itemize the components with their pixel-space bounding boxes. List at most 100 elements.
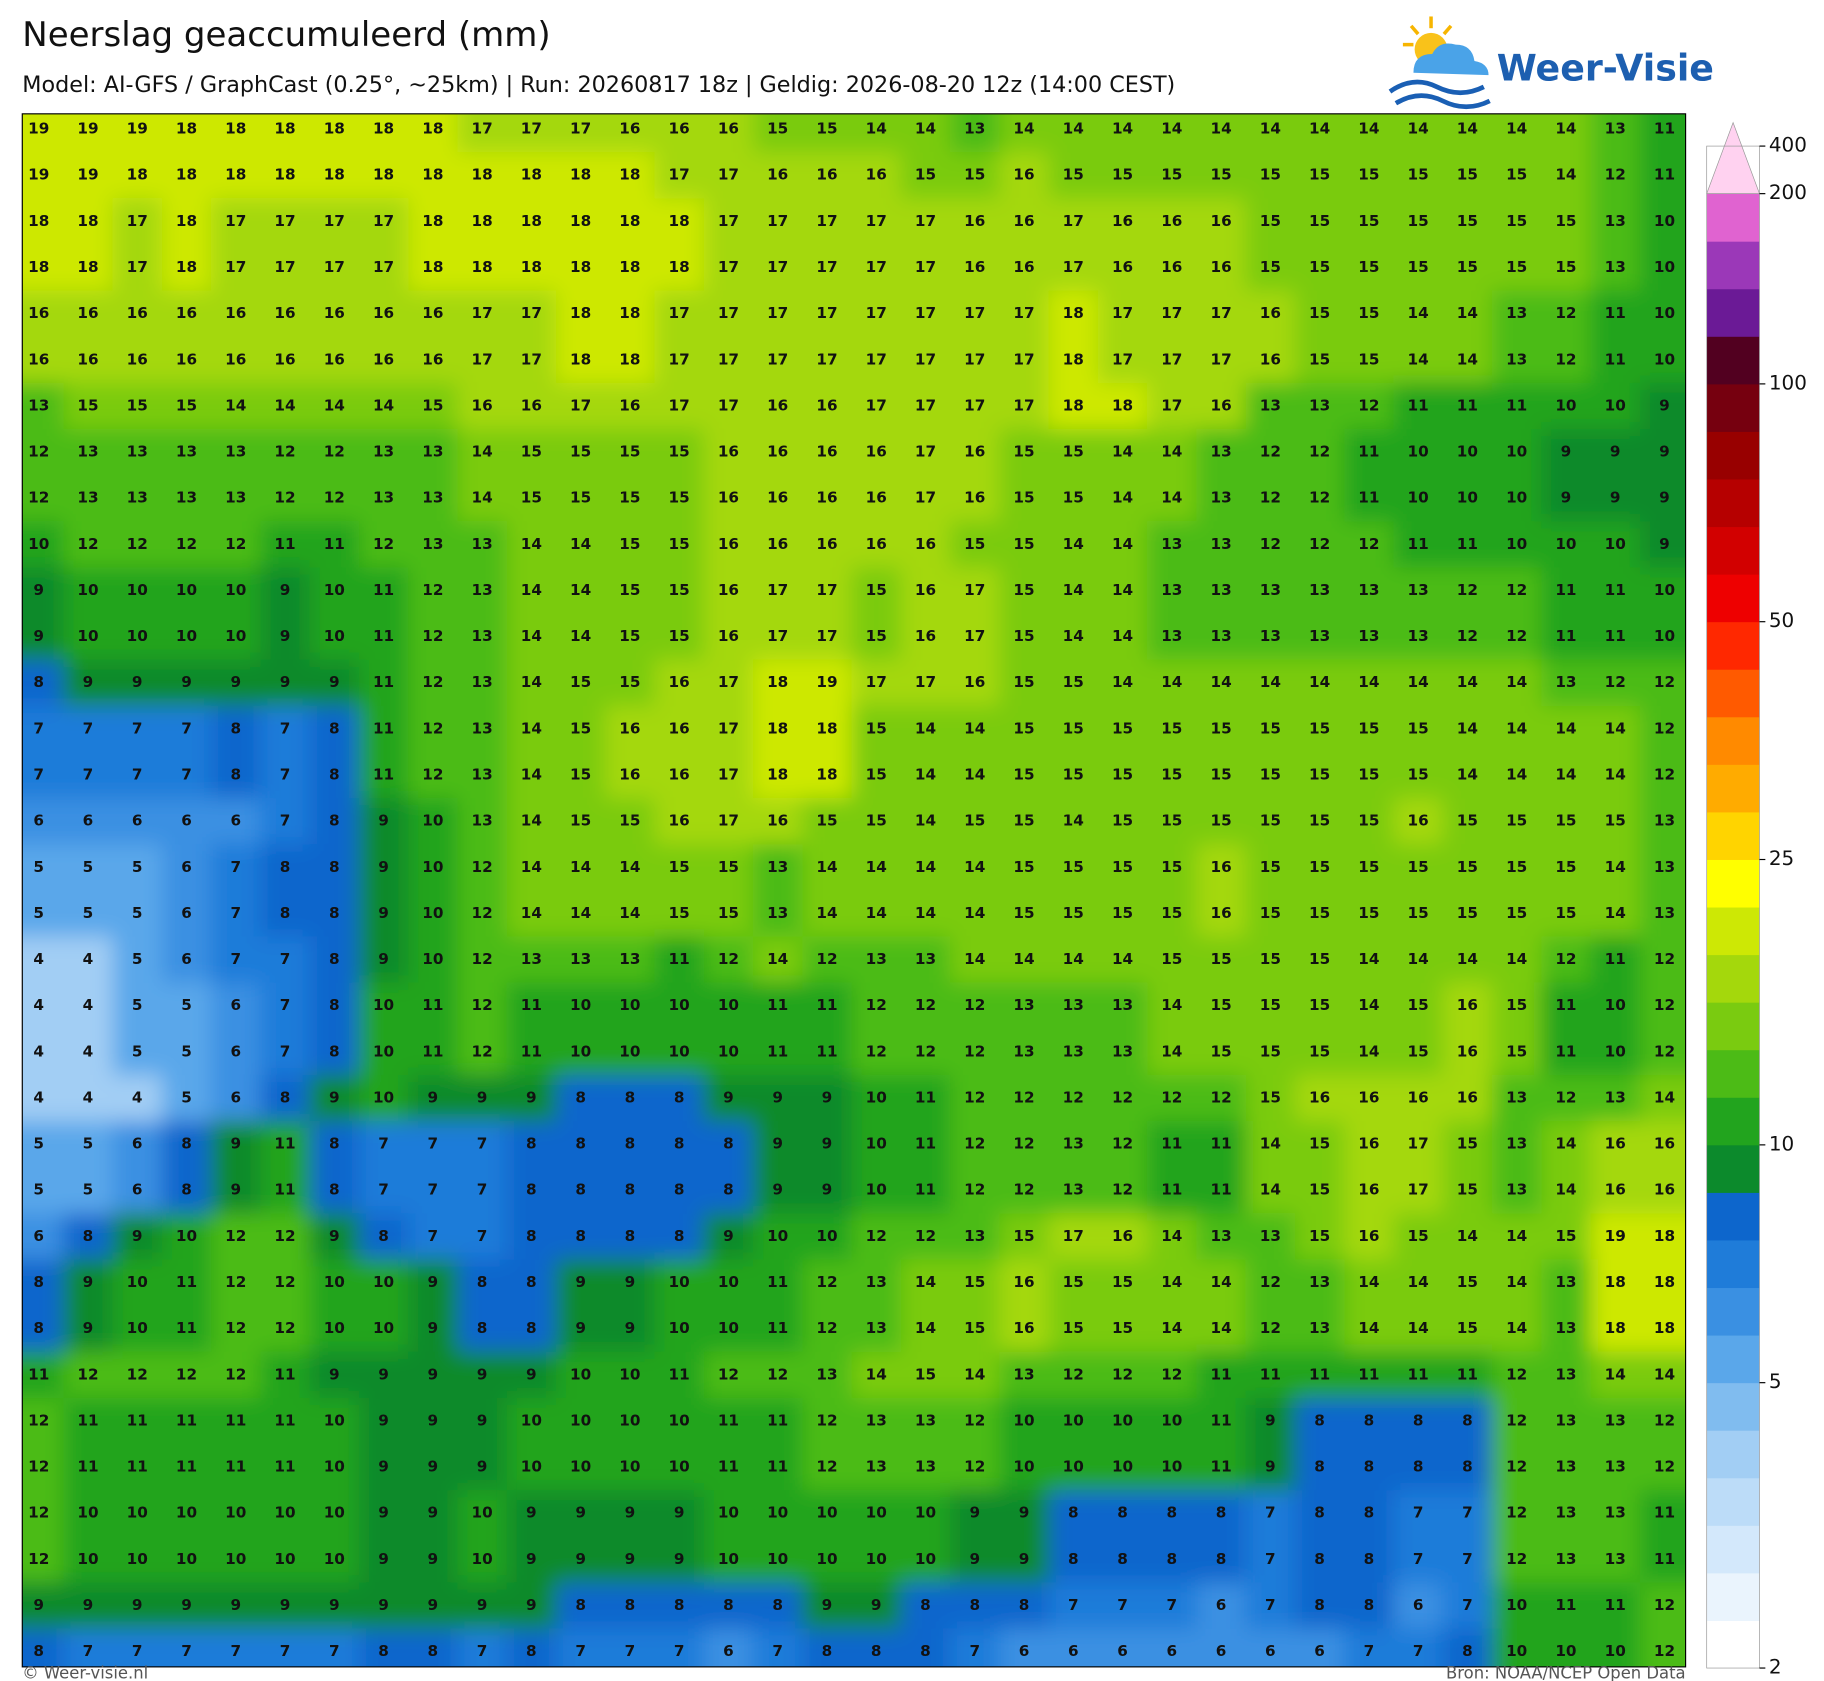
- field-cell: [22, 982, 64, 1030]
- field-cell: [753, 382, 803, 430]
- grid-value: 13: [915, 1458, 936, 1476]
- grid-value: 14: [1210, 120, 1231, 138]
- field-cell: [654, 244, 705, 292]
- grid-value: 16: [718, 443, 739, 461]
- field-cell: [457, 1444, 508, 1491]
- field-cell: [555, 290, 606, 338]
- field-cell: [703, 1121, 754, 1168]
- field-cell: [950, 1582, 1000, 1630]
- grid-value: 9: [575, 1319, 586, 1337]
- grid-value: 8: [1068, 1550, 1079, 1568]
- field-cell: [161, 1213, 212, 1261]
- field-cell: [1639, 244, 1686, 292]
- grid-value: 9: [378, 1365, 389, 1383]
- grid-value: 7: [132, 719, 143, 737]
- field-cell: [112, 1074, 163, 1122]
- grid-value: 15: [1457, 1181, 1478, 1199]
- grid-value: 11: [1210, 1181, 1231, 1199]
- grid-value: 19: [77, 120, 98, 138]
- grid-value: 14: [471, 489, 492, 507]
- grid-value: 10: [373, 1088, 394, 1106]
- grid-value: 9: [230, 673, 241, 691]
- field-cell: [802, 382, 853, 430]
- field-cell: [703, 1305, 754, 1353]
- grid-value: 10: [669, 1411, 690, 1429]
- grid-value: 13: [1063, 1135, 1084, 1153]
- grid-value: 17: [1112, 304, 1133, 322]
- grid-value: 13: [1210, 627, 1231, 645]
- field-cell: [1048, 428, 1099, 476]
- grid-value: 7: [1364, 1642, 1375, 1660]
- grid-value: 14: [1408, 1273, 1429, 1291]
- field-cell: [1393, 152, 1444, 199]
- field-cell: [112, 1028, 163, 1076]
- field-cell: [506, 567, 557, 615]
- grid-value: 12: [816, 1458, 837, 1476]
- grid-value: 15: [816, 812, 837, 830]
- field-cell: [1147, 705, 1198, 753]
- grid-value: 11: [373, 766, 394, 784]
- field-cell: [1590, 1028, 1641, 1076]
- field-cell: [1442, 290, 1493, 338]
- grid-value: 12: [28, 489, 49, 507]
- field-cell: [22, 1490, 64, 1537]
- field-cell: [1492, 567, 1542, 615]
- field-cell: [851, 1074, 902, 1122]
- grid-value: 6: [1019, 1642, 1030, 1660]
- field-cell: [358, 198, 409, 246]
- field-cell: [1590, 475, 1641, 522]
- grid-value: 6: [132, 1135, 143, 1153]
- field-cell: [555, 1305, 606, 1353]
- grid-value: 8: [575, 1596, 586, 1614]
- field-cell: [753, 659, 803, 707]
- field-cell: [457, 113, 508, 153]
- field-cell: [654, 521, 705, 568]
- grid-value: 6: [181, 858, 192, 876]
- field-cell: [1196, 382, 1247, 430]
- field-cell: [1442, 198, 1493, 246]
- field-cell: [309, 936, 360, 984]
- grid-value: 17: [570, 396, 591, 414]
- grid-value: 15: [1506, 858, 1527, 876]
- field-cell: [555, 1490, 606, 1537]
- grid-value: 10: [373, 996, 394, 1014]
- grid-value: 8: [33, 1273, 44, 1291]
- field-cell: [900, 336, 951, 384]
- field-cell: [1344, 428, 1395, 476]
- field-cell: [555, 1397, 606, 1445]
- grid-value: 17: [1408, 1181, 1429, 1199]
- grid-value: 15: [1260, 1088, 1281, 1106]
- grid-value: 12: [718, 1365, 739, 1383]
- field-cell: [605, 1305, 656, 1353]
- grid-value: 17: [816, 627, 837, 645]
- field-cell: [1245, 1259, 1296, 1307]
- grid-value: 13: [1506, 1181, 1527, 1199]
- field-cell: [1541, 475, 1592, 522]
- grid-value: 14: [1161, 443, 1182, 461]
- grid-value: 7: [378, 1181, 389, 1199]
- grid-value: 14: [619, 904, 640, 922]
- grid-value: 6: [230, 812, 241, 830]
- grid-value: 12: [1654, 1458, 1675, 1476]
- field-cell: [1048, 113, 1099, 153]
- field-cell: [22, 198, 64, 246]
- field-cell: [703, 475, 754, 522]
- field-cell: [555, 198, 606, 246]
- field-cell: [211, 290, 261, 338]
- colorbar-segment: [1706, 1525, 1760, 1574]
- field-cell: [22, 613, 64, 661]
- grid-value: 12: [77, 535, 98, 553]
- grid-value: 18: [816, 766, 837, 784]
- field-cell: [950, 1305, 1000, 1353]
- grid-value: 15: [521, 489, 542, 507]
- field-cell: [802, 982, 853, 1030]
- grid-value: 8: [1314, 1458, 1325, 1476]
- grid-value: 13: [471, 812, 492, 830]
- grid-value: 8: [230, 766, 241, 784]
- colorbar-segment: [1706, 193, 1760, 242]
- grid-value: 13: [1555, 1365, 1576, 1383]
- grid-value: 18: [816, 719, 837, 737]
- grid-value: 14: [1112, 581, 1133, 599]
- grid-value: 12: [1654, 1411, 1675, 1429]
